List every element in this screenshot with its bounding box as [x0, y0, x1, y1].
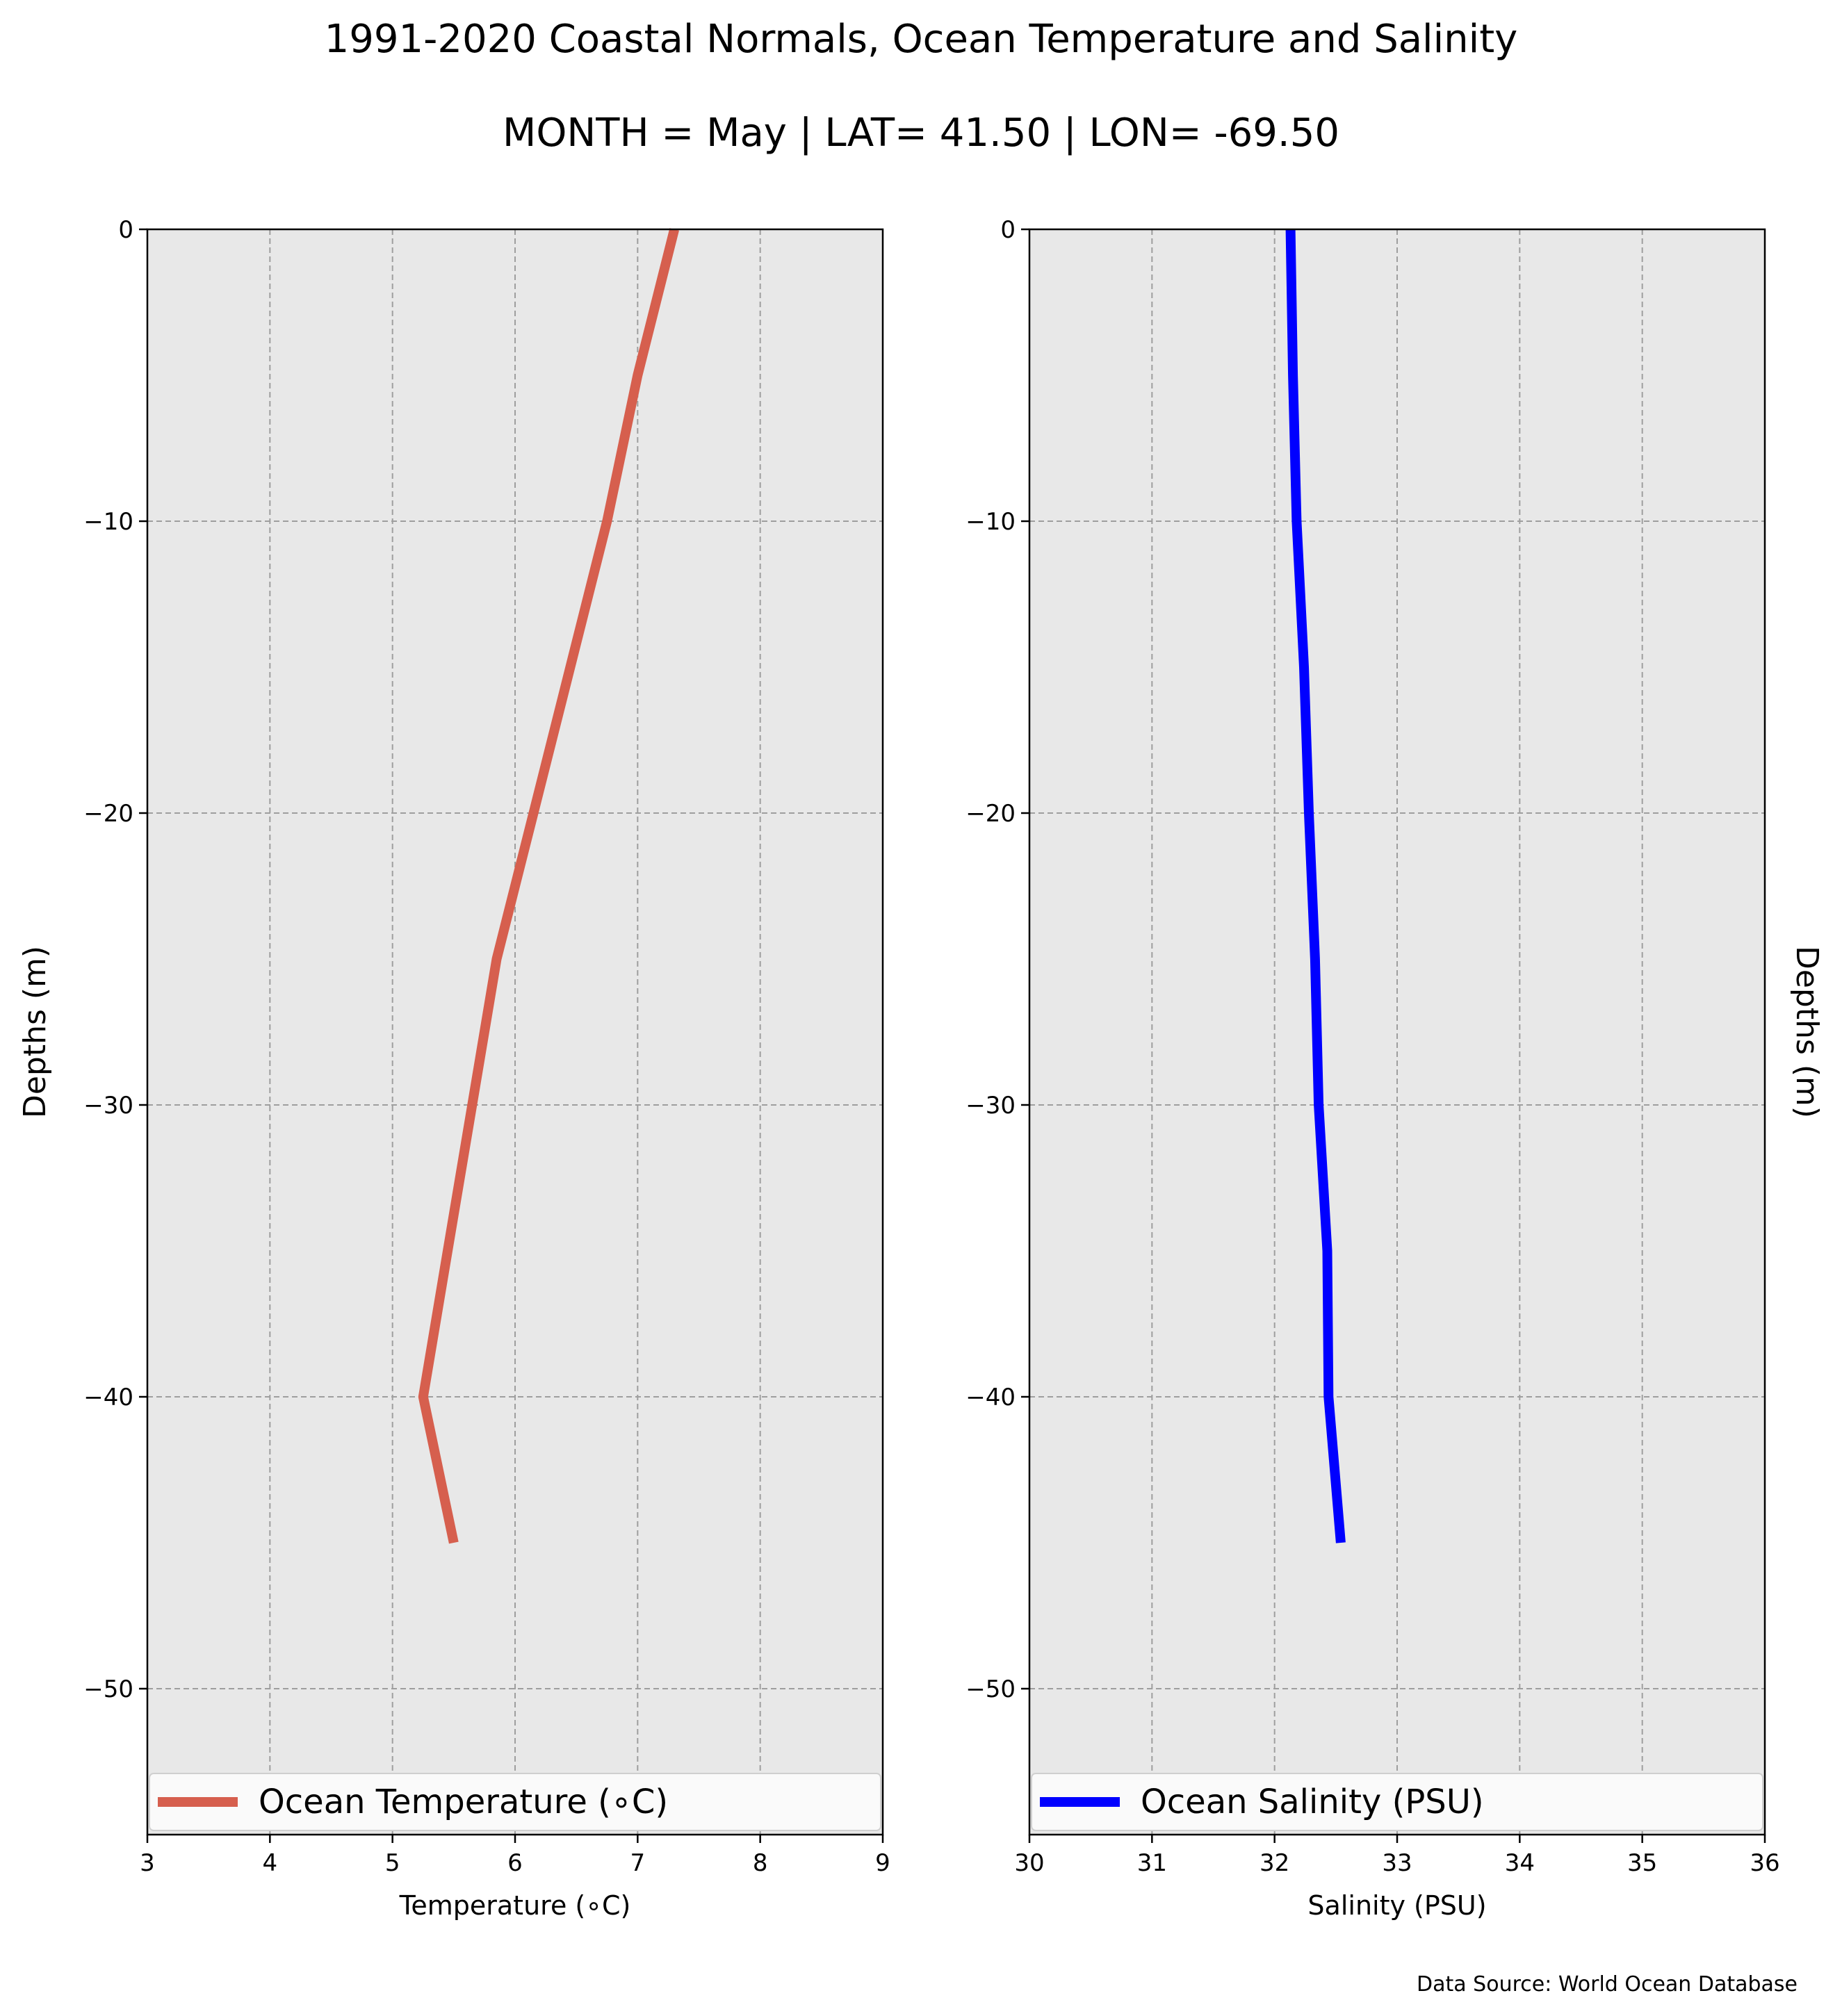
temperature-legend-label: Ocean Temperature (∘C) [259, 1783, 668, 1821]
salinity-y-tick-label: 0 [1000, 216, 1016, 244]
salinity-panel: Ocean Salinity (PSU) 30 31 32 33 34 35 36 0 −10 −2… [965, 216, 1825, 1921]
salinity-y-axis-label: Depths (m) [1789, 946, 1825, 1118]
temperature-x-tick-label: 7 [630, 1849, 646, 1877]
temperature-x-tick-label: 3 [140, 1849, 155, 1877]
salinity-y-tick-label: −20 [965, 800, 1016, 828]
salinity-x-tick-label: 32 [1260, 1849, 1289, 1877]
salinity-x-tick-label: 34 [1505, 1849, 1535, 1877]
temperature-x-tick-label: 6 [507, 1849, 523, 1877]
chart-title-line1: 1991-2020 Coastal Normals, Ocean Tempera… [325, 17, 1518, 62]
chart-title-line2: MONTH = May | LAT= 41.50 | LON= -69.50 [503, 110, 1339, 156]
temperature-y-tick-label: −40 [83, 1384, 133, 1411]
temperature-y-tick-label: −50 [83, 1675, 133, 1703]
salinity-x-tick-label: 36 [1750, 1849, 1779, 1877]
salinity-y-tick-label: −50 [965, 1675, 1016, 1703]
salinity-y-tick-label: −10 [965, 508, 1016, 536]
temperature-x-tick-label: 4 [263, 1849, 278, 1877]
temperature-x-axis-label: Temperature (∘C) [399, 1890, 631, 1921]
salinity-series-line [1285, 229, 1346, 1543]
salinity-y-tick-label: −30 [965, 1092, 1016, 1120]
salinity-legend [1031, 1773, 1763, 1831]
panels: Ocean Temperature (∘C)3 4 5 6 7 8 90−10−20−30−… [17, 216, 1825, 1921]
salinity-y-tick-label: −40 [965, 1384, 1016, 1411]
temperature-panel: Ocean Temperature (∘C) 3 4 5 6 7 8 9 0 −10 −20 −30 −… [17, 216, 890, 1921]
temperature-y-tick-label: −20 [83, 800, 133, 828]
temperature-series-line [418, 228, 679, 1544]
data-source-note: Data Source: World Ocean Database [1417, 1972, 1798, 1997]
salinity-x-tick-label: 31 [1137, 1849, 1167, 1877]
temperature-y-tick-label: −10 [83, 508, 133, 536]
temperature-x-tick-label: 9 [875, 1849, 890, 1877]
salinity-x-tick-label: 30 [1014, 1849, 1044, 1877]
salinity-legend-label: Ocean Salinity (PSU) [1141, 1783, 1484, 1821]
salinity-x-tick-label: 35 [1627, 1849, 1657, 1877]
temperature-y-tick-label: 0 [118, 216, 133, 244]
temperature-y-tick-label: −30 [83, 1092, 133, 1120]
temperature-x-tick-label: 5 [385, 1849, 400, 1877]
salinity-x-axis-label: Salinity (PSU) [1307, 1890, 1486, 1921]
salinity-x-tick-label: 33 [1382, 1849, 1412, 1877]
temperature-legend [149, 1773, 881, 1831]
temperature-y-axis-label: Depths (m) [17, 946, 53, 1118]
temperature-x-tick-label: 8 [753, 1849, 768, 1877]
